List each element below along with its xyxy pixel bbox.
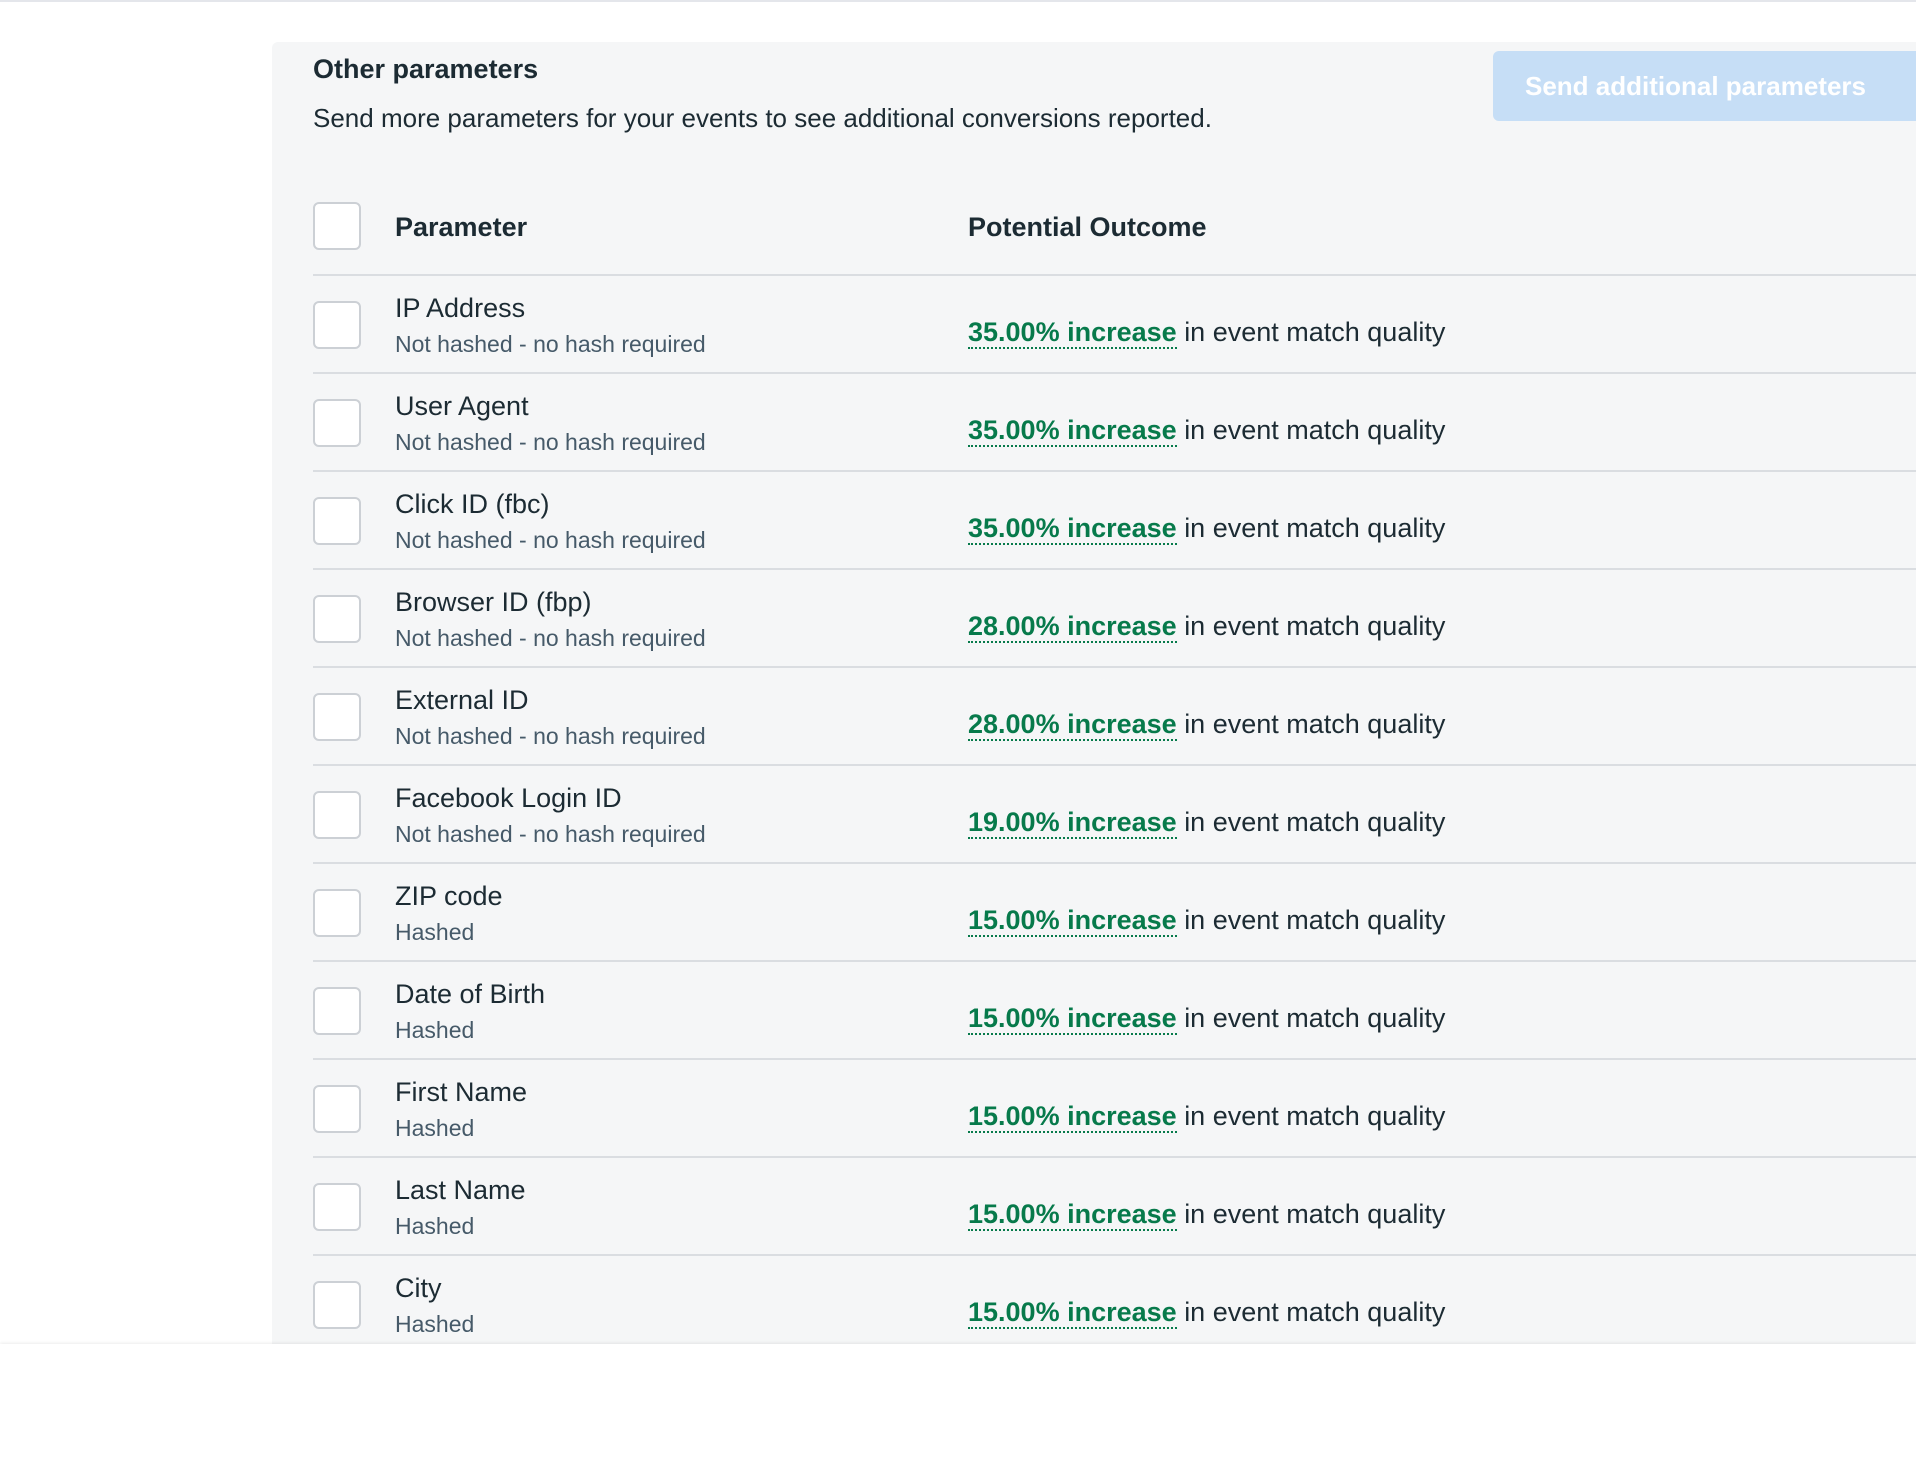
outcome-link[interactable]: 35.00% increase [968, 513, 1177, 545]
outcome-suffix: in event match quality [1184, 1199, 1446, 1229]
row-checkbox[interactable] [313, 693, 361, 741]
row-divider [313, 274, 1916, 276]
parameter-name: Last Name [395, 1175, 526, 1205]
row-checkbox[interactable] [313, 595, 361, 643]
row-checkbox[interactable] [313, 987, 361, 1035]
row-divider [313, 372, 1916, 374]
potential-outcome: 35.00% increase in event match quality [968, 513, 1446, 545]
potential-outcome: 28.00% increase in event match quality [968, 709, 1446, 741]
potential-outcome: 15.00% increase in event match quality [968, 1003, 1446, 1035]
outcome-suffix: in event match quality [1184, 1003, 1446, 1033]
parameter-name: External ID [395, 685, 529, 715]
outcome-suffix: in event match quality [1184, 905, 1446, 935]
row-divider [313, 960, 1916, 962]
hashing-status: Not hashed - no hash required [395, 625, 706, 651]
parameter-name: City [395, 1273, 442, 1303]
potential-outcome: 28.00% increase in event match quality [968, 611, 1446, 643]
outcome-suffix: in event match quality [1184, 1297, 1446, 1327]
outcome-link[interactable]: 15.00% increase [968, 1101, 1177, 1133]
section-subtitle: Send more parameters for your events to … [313, 103, 1212, 133]
hashing-status: Hashed [395, 1115, 475, 1141]
outcome-link[interactable]: 15.00% increase [968, 905, 1177, 937]
hashing-status: Not hashed - no hash required [395, 723, 706, 749]
outcome-suffix: in event match quality [1184, 415, 1446, 445]
hashing-status: Hashed [395, 1017, 475, 1043]
parameter-name: Date of Birth [395, 979, 546, 1009]
parameter-name: First Name [395, 1077, 528, 1107]
hashing-status: Not hashed - no hash required [395, 429, 706, 455]
row-divider [313, 862, 1916, 864]
potential-outcome: 19.00% increase in event match quality [968, 807, 1446, 839]
potential-outcome: 15.00% increase in event match quality [968, 905, 1446, 937]
outcome-link[interactable]: 15.00% increase [968, 1297, 1177, 1329]
outcome-suffix: in event match quality [1184, 709, 1446, 739]
parameter-name: Browser ID (fbp) [395, 587, 592, 617]
row-checkbox[interactable] [313, 301, 361, 349]
footer-area [0, 1344, 1916, 1474]
outcome-link[interactable]: 28.00% increase [968, 709, 1177, 741]
outcome-suffix: in event match quality [1184, 317, 1446, 347]
potential-outcome: 15.00% increase in event match quality [968, 1101, 1446, 1133]
row-divider [313, 1254, 1916, 1256]
row-checkbox[interactable] [313, 1183, 361, 1231]
column-header: Potential Outcome [968, 212, 1207, 242]
section-title: Other parameters [313, 54, 539, 84]
parameter-name: IP Address [395, 293, 526, 323]
hashing-status: Not hashed - no hash required [395, 821, 706, 847]
hashing-status: Hashed [395, 1311, 475, 1337]
parameter-name: Facebook Login ID [395, 783, 622, 813]
row-checkbox[interactable] [313, 791, 361, 839]
hashing-status: Hashed [395, 1213, 475, 1239]
outcome-link[interactable]: 15.00% increase [968, 1003, 1177, 1035]
outcome-suffix: in event match quality [1184, 611, 1446, 641]
row-divider [313, 666, 1916, 668]
column-header: Parameter [395, 212, 528, 242]
parameter-name: Click ID (fbc) [395, 489, 550, 519]
hashing-status: Not hashed - no hash required [395, 331, 706, 357]
hashing-status: Not hashed - no hash required [395, 527, 706, 553]
outcome-suffix: in event match quality [1184, 807, 1446, 837]
outcome-link[interactable]: 35.00% increase [968, 415, 1177, 447]
parameters-panel: Other parameters Send more parameters fo… [272, 42, 1916, 1344]
parameter-name: ZIP code [395, 881, 503, 911]
potential-outcome: 35.00% increase in event match quality [968, 317, 1446, 349]
hashing-status: Hashed [395, 919, 475, 945]
potential-outcome: 15.00% increase in event match quality [968, 1297, 1446, 1329]
outcome-suffix: in event match quality [1184, 1101, 1446, 1131]
top-border [0, 0, 1916, 2]
outcome-link[interactable]: 19.00% increase [968, 807, 1177, 839]
row-checkbox[interactable] [313, 399, 361, 447]
potential-outcome: 15.00% increase in event match quality [968, 1199, 1446, 1231]
row-divider [313, 470, 1916, 472]
row-checkbox[interactable] [313, 497, 361, 545]
row-divider [313, 1156, 1916, 1158]
outcome-link[interactable]: 15.00% increase [968, 1199, 1177, 1231]
row-checkbox[interactable] [313, 1085, 361, 1133]
row-divider [313, 764, 1916, 766]
outcome-link[interactable]: 35.00% increase [968, 317, 1177, 349]
row-divider [313, 568, 1916, 570]
potential-outcome: 35.00% increase in event match quality [968, 415, 1446, 447]
parameter-name: User Agent [395, 391, 529, 421]
row-checkbox[interactable] [313, 889, 361, 937]
row-checkbox[interactable] [313, 1281, 361, 1329]
outcome-suffix: in event match quality [1184, 513, 1446, 543]
row-divider [313, 1058, 1916, 1060]
outcome-link[interactable]: 28.00% increase [968, 611, 1177, 643]
select-all-checkbox[interactable] [313, 202, 361, 250]
send-parameters-button[interactable]: Send additional parameters [1493, 51, 1916, 121]
